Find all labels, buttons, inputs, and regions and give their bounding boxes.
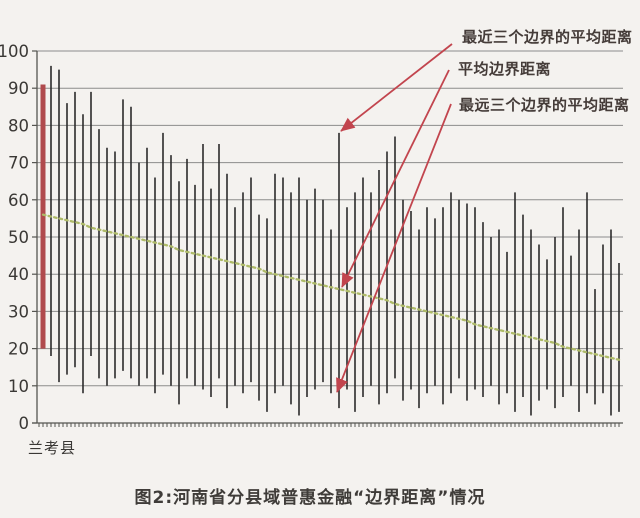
y-tick-label: 100 bbox=[0, 42, 29, 61]
y-tick-label: 0 bbox=[19, 414, 30, 433]
annotation-nearest-three: 最近三个边界的平均距离 bbox=[462, 28, 633, 46]
figure-caption: 图2:河南省分县域普惠金融“边界距离”情况 bbox=[134, 488, 486, 508]
annotation-farthest-three: 最远三个边界的平均距离 bbox=[459, 96, 630, 114]
annotation-arrow bbox=[336, 103, 452, 393]
y-tick-label: 90 bbox=[8, 79, 29, 98]
y-tick-label: 70 bbox=[8, 154, 29, 173]
y-tick-label: 30 bbox=[8, 302, 29, 321]
chart-area: 0 10 20 30 40 50 60 70 80 90 100 最近三个边界的平均距离 平均边界距… bbox=[0, 28, 633, 457]
y-tick-label: 80 bbox=[8, 116, 29, 135]
x-axis-first-category-label: 兰考县 bbox=[28, 439, 77, 457]
annotation-arrow bbox=[340, 43, 453, 132]
y-tick-label: 20 bbox=[8, 340, 29, 359]
annotation-arrow bbox=[341, 69, 450, 288]
annotation-average: 平均边界距离 bbox=[458, 60, 552, 78]
y-tick-label: 40 bbox=[8, 265, 29, 284]
y-tick-label: 50 bbox=[8, 228, 29, 247]
average-line bbox=[41, 213, 621, 361]
boundary-distance-chart: 0 10 20 30 40 50 60 70 80 90 100 bbox=[0, 42, 623, 433]
y-tick-label: 10 bbox=[8, 377, 29, 396]
y-tick-label: 60 bbox=[8, 191, 29, 210]
